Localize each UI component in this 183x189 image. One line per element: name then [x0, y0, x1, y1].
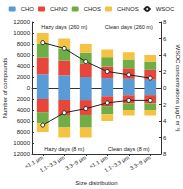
svg-text:<1.1 μm: <1.1 μm	[23, 154, 45, 170]
svg-text:CHOS: CHOS	[84, 6, 101, 12]
svg-text:6: 6	[163, 135, 167, 141]
svg-text:Hazy days (8 m): Hazy days (8 m)	[44, 146, 84, 152]
svg-text:4000: 4000	[17, 63, 31, 69]
svg-text:8000: 8000	[17, 129, 31, 135]
svg-text:Size distribution: Size distribution	[75, 180, 117, 186]
svg-text:10000: 10000	[13, 30, 30, 36]
svg-text:0: 0	[163, 85, 167, 91]
svg-text:4: 4	[163, 52, 167, 58]
svg-text:WSOC: WSOC	[156, 6, 175, 12]
svg-text:10000: 10000	[13, 140, 30, 146]
svg-text:CHNOS: CHNOS	[117, 6, 139, 12]
svg-text:2: 2	[163, 69, 167, 75]
svg-text:8: 8	[163, 19, 167, 25]
svg-text:1.1~3.3 μm: 1.1~3.3 μm	[39, 154, 66, 173]
svg-text:Clean days (8 m): Clean days (8 m)	[108, 146, 150, 152]
svg-text:2: 2	[163, 102, 167, 108]
svg-text:Hazy days (260 m): Hazy days (260 m)	[41, 24, 87, 30]
svg-text:<1.1 μm: <1.1 μm	[88, 154, 109, 170]
svg-text:6: 6	[163, 36, 167, 42]
svg-text:2000: 2000	[17, 96, 31, 102]
svg-text:8: 8	[163, 151, 167, 157]
svg-text:WSOC concentrations (μgC m⁻³): WSOC concentrations (μgC m⁻³)	[175, 45, 181, 132]
svg-text:CHO: CHO	[21, 6, 35, 12]
svg-text:4000: 4000	[17, 107, 31, 113]
svg-text:3.3~9 μm: 3.3~9 μm	[64, 154, 87, 171]
svg-text:Clean days (260 m): Clean days (260 m)	[105, 24, 153, 30]
svg-text:Number of compounds: Number of compounds	[2, 58, 8, 119]
svg-text:4: 4	[163, 118, 167, 124]
svg-text:1.1~3.3 μm: 1.1~3.3 μm	[103, 154, 130, 173]
svg-text:2000: 2000	[17, 74, 31, 80]
svg-text:12000: 12000	[13, 19, 30, 25]
svg-text:12000: 12000	[13, 151, 30, 157]
svg-text:6000: 6000	[17, 118, 31, 124]
svg-text:3.3~9 μm: 3.3~9 μm	[129, 154, 152, 171]
svg-text:0: 0	[27, 85, 31, 91]
svg-text:8000: 8000	[17, 41, 31, 47]
svg-text:6000: 6000	[17, 52, 31, 58]
svg-text:CHNO: CHNO	[50, 6, 68, 12]
